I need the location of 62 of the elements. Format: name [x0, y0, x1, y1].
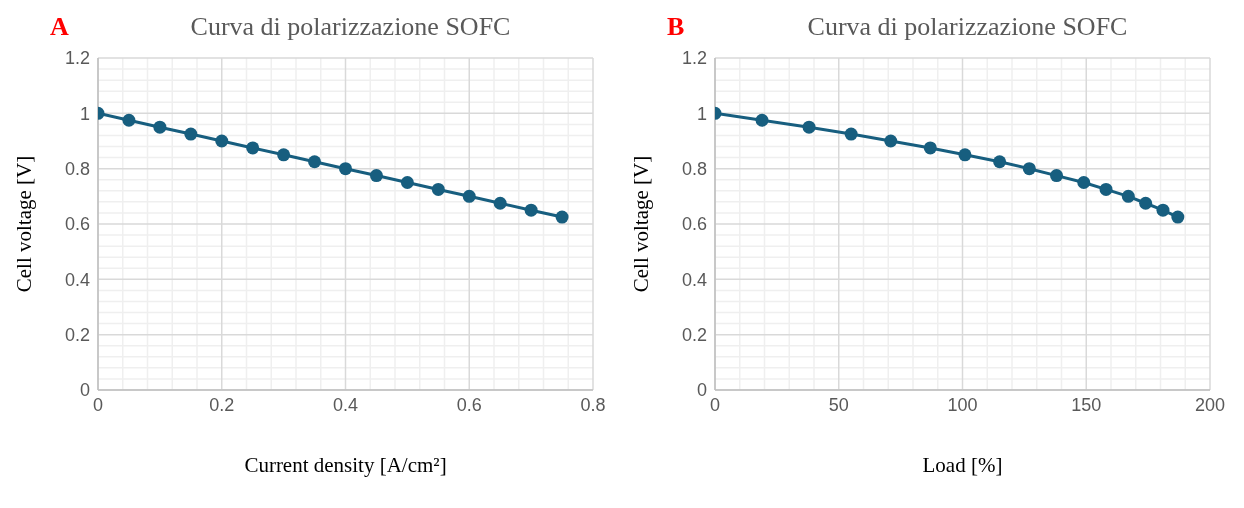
x-axis-title: Load [%]: [922, 453, 1003, 477]
y-tick-label: 1.2: [64, 48, 90, 69]
point: [1156, 203, 1170, 217]
y-axis-title: Cell voltage [V]: [629, 155, 654, 293]
point: [555, 210, 569, 224]
y-tick-label: 0.2: [681, 325, 707, 346]
point: [400, 176, 414, 189]
point: [1050, 169, 1064, 183]
point: [884, 134, 898, 148]
x-tick-label: 100: [947, 394, 978, 415]
point: [184, 127, 198, 141]
y-tick-label: 0.8: [64, 159, 90, 180]
point: [923, 141, 937, 155]
x-tick-label: 0: [92, 394, 104, 415]
x-tick-label: 0.8: [580, 394, 606, 415]
x-tick-label: 0.2: [209, 394, 235, 415]
point: [493, 196, 507, 210]
x-tick-label: 0.6: [456, 394, 482, 415]
y-tick-label: 0.4: [64, 269, 90, 290]
text: B: [667, 12, 685, 42]
point: [844, 127, 858, 141]
text: A: [50, 12, 69, 42]
y-axis-title: Cell voltage [V]: [12, 155, 37, 293]
point: [215, 134, 229, 148]
x-tick-label: 0.4: [332, 394, 359, 415]
y-tick-label: 0: [79, 380, 90, 401]
point: [246, 141, 260, 155]
point: [958, 148, 972, 162]
y-tick-label: 0.6: [64, 214, 90, 235]
point: [339, 162, 352, 176]
x-tick-label: 50: [828, 394, 849, 415]
point: [308, 155, 322, 169]
y-tick-label: 0.6: [681, 214, 707, 235]
point: [369, 169, 383, 183]
point: [122, 113, 136, 127]
y-tick-label: 1.2: [681, 48, 707, 69]
chart-title: Curva di polarizzazione SOFC: [806, 12, 1129, 42]
x-axis-title: Current density [A/cm²]: [244, 453, 447, 477]
point: [1121, 189, 1135, 203]
point: [524, 203, 538, 217]
y-tick-label: 0.4: [681, 269, 707, 290]
point: [993, 155, 1007, 169]
y-tick-label: 0.8: [681, 159, 707, 180]
y-tick-label: 0.2: [64, 325, 90, 346]
point: [1139, 196, 1153, 210]
point: [1099, 182, 1113, 196]
point: [755, 113, 769, 127]
point: [277, 148, 291, 162]
x-tick-label: 200: [1194, 394, 1226, 415]
point: [153, 120, 167, 134]
point: [1171, 210, 1185, 224]
point: [1077, 176, 1091, 189]
x-tick-label: 0: [709, 394, 721, 415]
y-tick-label: 0: [696, 380, 707, 401]
point: [431, 182, 445, 196]
point: [462, 189, 476, 203]
point: [1022, 162, 1036, 176]
y-tick-label: 1: [696, 103, 707, 124]
chart-title: Curva di polarizzazione SOFC: [189, 12, 512, 42]
y-tick-label: 1: [79, 103, 90, 124]
point: [802, 120, 816, 134]
x-tick-label: 150: [1071, 394, 1102, 415]
